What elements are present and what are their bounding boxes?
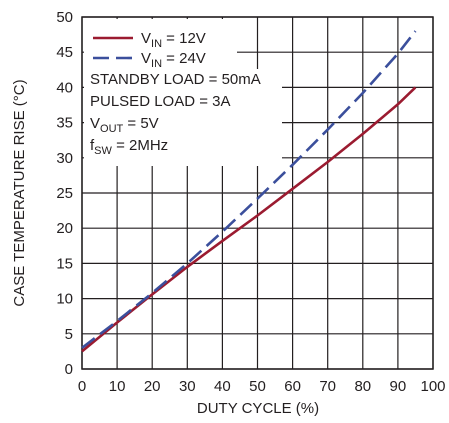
series-lines: [81, 30, 417, 353]
annotation-standby: STANDBY LOAD = 50mA: [90, 71, 261, 88]
x-tick-label: 30: [179, 378, 196, 395]
y-tick-label: 50: [56, 9, 73, 26]
y-axis-title: CASE TEMPERATURE RISE (°C): [11, 79, 28, 306]
y-tick-label: 35: [56, 115, 73, 132]
series-line-2: [81, 30, 417, 349]
x-tick-label: 10: [109, 378, 126, 395]
plot-frame: [81, 16, 434, 370]
y-tick-label: 10: [56, 291, 73, 308]
y-tick-label: 20: [56, 220, 73, 237]
x-tick-label: 100: [420, 378, 445, 395]
annotation-fsw: fSW = 2MHz: [90, 137, 168, 157]
x-tick-label: 20: [144, 378, 161, 395]
legend-label-1: VIN = 12V: [141, 30, 206, 50]
x-tick-label: 50: [249, 378, 266, 395]
y-tick-label: 5: [65, 326, 73, 343]
legend-background: [84, 19, 237, 69]
x-tick-label: 90: [390, 378, 407, 395]
x-tick-label: 40: [214, 378, 231, 395]
tick-labels: 0 10 20 30 40 50 60 70 80 90 100 0 5 10 15 20 25 30 35 40 45…: [56, 9, 445, 395]
y-tick-label: 45: [56, 44, 73, 61]
y-tick-label: 40: [56, 79, 73, 96]
x-tick-label: 0: [78, 378, 86, 395]
y-tick-label: 15: [56, 255, 73, 272]
legend-label-2: VIN = 24V: [141, 50, 206, 70]
y-tick-label: 30: [56, 150, 73, 167]
x-tick-label: 80: [354, 378, 371, 395]
annotation-pulsed: PULSED LOAD = 3A: [90, 93, 230, 110]
annotations: STANDBY LOAD = 50mA PULSED LOAD = 3A VOUT …: [90, 71, 261, 157]
x-tick-label: 60: [284, 378, 301, 395]
x-tick-label: 70: [319, 378, 336, 395]
annotation-background: [84, 69, 282, 166]
y-tick-label: 25: [56, 185, 73, 202]
annotation-vout: VOUT = 5V: [90, 115, 159, 135]
x-axis-title: DUTY CYCLE (%): [197, 400, 319, 417]
y-tick-label: 0: [65, 361, 73, 378]
